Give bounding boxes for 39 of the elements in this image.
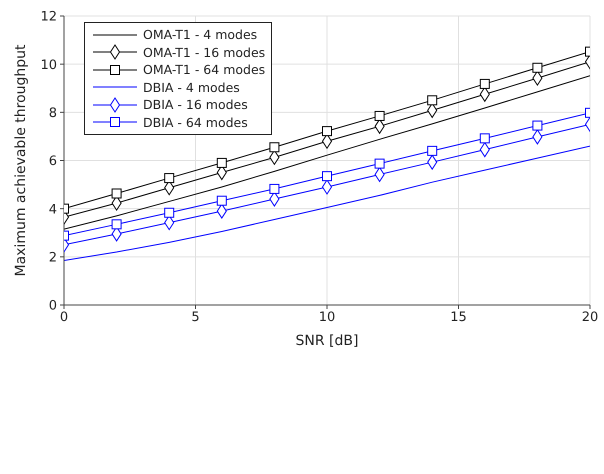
point	[532, 120, 542, 131]
point	[269, 184, 280, 194]
point	[480, 133, 490, 144]
x-tick-label: 5	[191, 310, 200, 326]
y-tick-label: 6	[48, 154, 57, 170]
y-tick-label: 0	[48, 298, 57, 314]
point	[480, 78, 490, 89]
point	[427, 95, 438, 106]
y-tick-label: 10	[40, 58, 57, 73]
x-tick-label: 10	[318, 310, 336, 326]
x-axis-title: SNR [dB]	[296, 333, 358, 349]
point	[164, 208, 174, 218]
legend-label: DBIA - 64 modes	[143, 114, 248, 130]
point	[164, 173, 174, 184]
y-tick-label: 4	[48, 202, 57, 218]
point	[322, 126, 332, 136]
point	[112, 219, 122, 230]
point	[374, 158, 385, 169]
point	[112, 188, 122, 198]
x-tick-label: 0	[60, 310, 68, 326]
y-tick-label: 2	[48, 250, 57, 266]
point	[322, 171, 332, 182]
legend-label: OMA-T1 - 16 modes	[143, 44, 266, 60]
x-tick-label: 20	[582, 310, 598, 326]
point	[216, 158, 227, 168]
line-series	[64, 146, 590, 261]
point	[374, 110, 385, 121]
legend-label: DBIA - 16 modes	[143, 97, 248, 112]
point	[532, 62, 542, 73]
point	[216, 196, 227, 206]
legend-label: OMA-T1 - 4 modes	[143, 27, 258, 42]
y-tick-label: 12	[40, 10, 57, 25]
legend-label: OMA-T1 - 64 modes	[143, 62, 266, 78]
legend-label: DBIA - 4 modes	[143, 80, 240, 95]
y-tick-label: 8	[48, 106, 57, 121]
point	[427, 146, 438, 156]
x-tick-label: 15	[450, 310, 467, 326]
y-axis-title: Maximum achievable throughput	[12, 44, 29, 277]
point	[269, 142, 280, 152]
